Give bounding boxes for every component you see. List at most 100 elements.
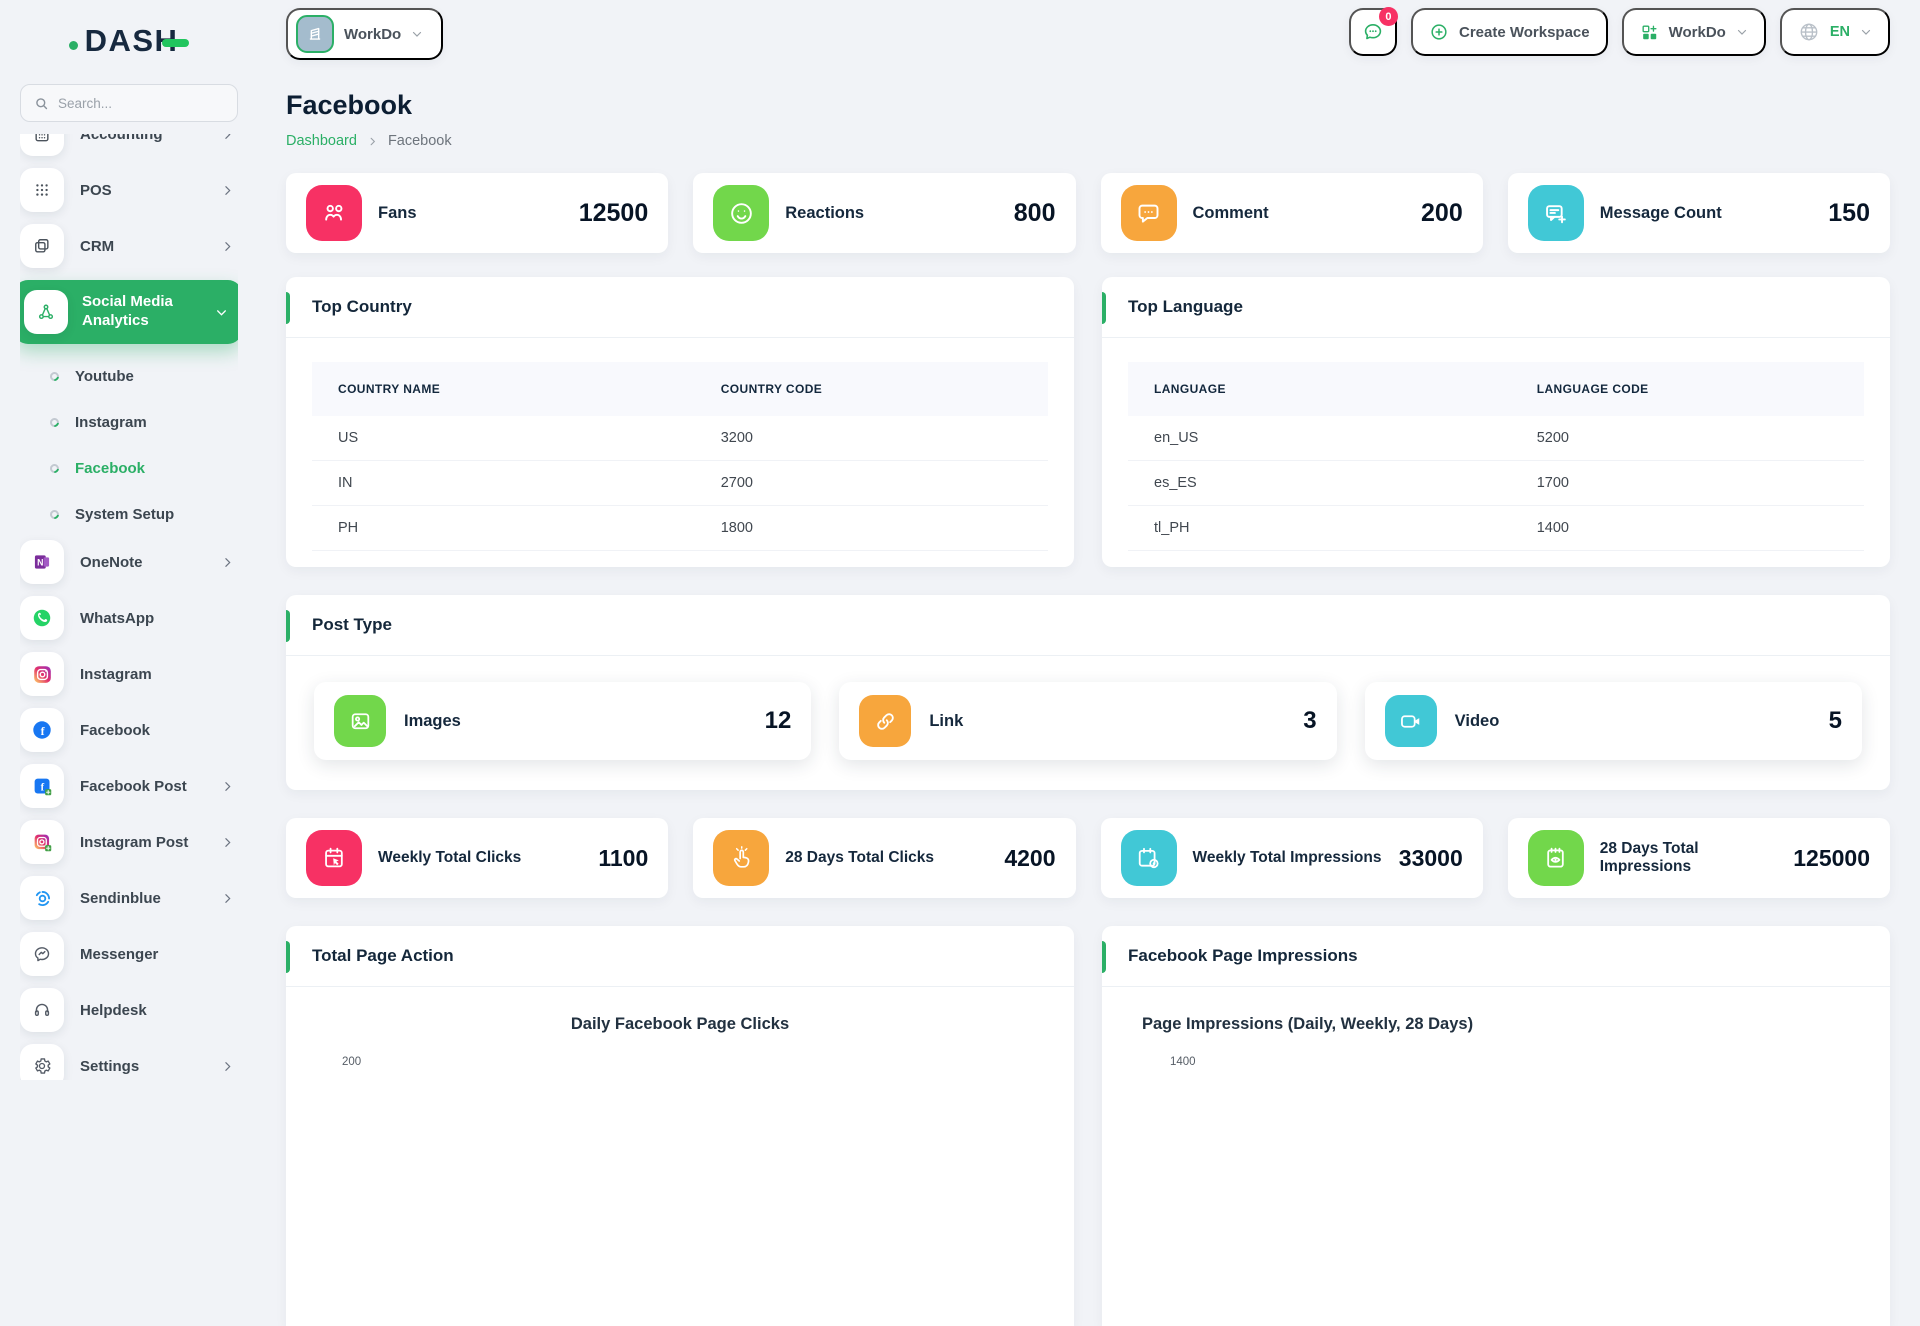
breadcrumb-dashboard-link[interactable]: Dashboard (286, 133, 357, 149)
top-country-table: COUNTRY NAME COUNTRY CODE US 3200 IN 270… (312, 362, 1048, 551)
weekly-total-clicks-card: Weekly Total Clicks 1100 (286, 818, 668, 898)
workspace-switcher[interactable]: WorkDo (286, 8, 443, 60)
logo-dash (162, 39, 189, 47)
bullet-icon (48, 416, 61, 429)
calendar-eye-icon (1528, 830, 1584, 886)
chevron-right-icon (221, 1060, 234, 1073)
sidebar-item-social-media-analytics[interactable]: Social Media Analytics (20, 280, 238, 344)
logo-dot (69, 41, 78, 50)
breadcrumb: Dashboard Facebook (286, 133, 1890, 149)
table-header-row: LANGUAGE LANGUAGE CODE (1128, 362, 1864, 416)
table-row: PH 1800 (312, 506, 1048, 551)
sidebar-item-facebook-post[interactable]: f Facebook Post (20, 764, 238, 808)
pos-grid-icon (20, 168, 64, 212)
card-accent (286, 610, 290, 642)
calendar-click-icon (306, 830, 362, 886)
sidebar-search[interactable] (20, 84, 238, 122)
accounting-icon (20, 134, 64, 156)
messages-badge: 0 (1379, 7, 1398, 26)
whatsapp-icon (20, 596, 64, 640)
create-workspace-button[interactable]: Create Workspace (1411, 8, 1608, 56)
sidebar-item-sendinblue[interactable]: Sendinblue (20, 876, 238, 920)
tables-row: Top Country COUNTRY NAME COUNTRY CODE US… (286, 277, 1890, 567)
sidebar-item-messenger[interactable]: Messenger (20, 932, 238, 976)
sidebar-item-instagram[interactable]: Instagram (20, 652, 238, 696)
link-icon (859, 695, 911, 747)
video-card: Video 5 (1365, 682, 1862, 760)
card-title: Total Page Action (286, 926, 1074, 986)
top-language-table: LANGUAGE LANGUAGE CODE en_US 5200 es_ES … (1128, 362, 1864, 551)
chevron-right-icon (221, 836, 234, 849)
sidebar-item-instagram-post[interactable]: Instagram Post (20, 820, 238, 864)
charts-row: Total Page Action Daily Facebook Page Cl… (286, 926, 1890, 1326)
chevron-down-icon (1736, 26, 1748, 38)
globe-icon (1798, 21, 1820, 43)
instagram-icon (20, 652, 64, 696)
card-title: Post Type (286, 595, 1890, 655)
chart-title: Daily Facebook Page Clicks (286, 1015, 1074, 1034)
sidebar-item-settings[interactable]: Settings (20, 1044, 238, 1080)
sidebar-item-accounting[interactable]: Accounting (20, 134, 238, 156)
sidebar-subitem-youtube[interactable]: Youtube (20, 356, 238, 396)
weekly-total-impressions-card: Weekly Total Impressions 33000 (1101, 818, 1483, 898)
sidebar-item-pos[interactable]: POS (20, 168, 238, 212)
comment-card: Comment 200 (1101, 173, 1483, 253)
sidebar-subitem-system-setup[interactable]: System Setup (20, 494, 238, 534)
sidebar-item-onenote[interactable]: N OneNote (20, 540, 238, 584)
message-plus-icon (1528, 185, 1584, 241)
days28-total-impressions-card: 28 Days Total Impressions 125000 (1508, 818, 1890, 898)
image-icon (334, 695, 386, 747)
bullet-icon (48, 462, 61, 475)
search-input[interactable] (58, 96, 225, 111)
sidebar-item-helpdesk[interactable]: Helpdesk (20, 988, 238, 1032)
divider (1102, 986, 1890, 987)
chevron-right-icon (221, 556, 234, 569)
chevron-down-icon (215, 306, 228, 319)
sidebar: DASH Accounting POS CRM (0, 0, 258, 1080)
chevron-right-icon (221, 134, 234, 141)
divider (286, 337, 1074, 338)
y-axis-tick: 1400 (1170, 1056, 1890, 1068)
table-row: en_US 5200 (1128, 416, 1864, 461)
table-row: es_ES 1700 (1128, 461, 1864, 506)
grid-plus-icon (1640, 23, 1659, 42)
table-header-row: COUNTRY NAME COUNTRY CODE (312, 362, 1048, 416)
workspace-avatar (296, 15, 334, 53)
table-row: US 3200 (312, 416, 1048, 461)
sidebar-item-whatsapp[interactable]: WhatsApp (20, 596, 238, 640)
language-code: EN (1830, 24, 1850, 40)
sidebar-subitem-facebook[interactable]: Facebook (20, 448, 238, 488)
page-title: Facebook (286, 90, 1890, 121)
topbar-actions: 0 Create Workspace WorkDo EN (1349, 8, 1890, 56)
calendar-target-icon (1121, 830, 1177, 886)
card-title: Top Country (286, 277, 1074, 337)
bullet-icon (48, 508, 61, 521)
app-logo: DASH (20, 18, 238, 64)
chevron-right-icon (221, 184, 234, 197)
divider (1102, 337, 1890, 338)
language-selector[interactable]: EN (1780, 8, 1890, 56)
chart-title: Page Impressions (Daily, Weekly, 28 Days… (1142, 1015, 1890, 1034)
plus-circle-icon (1429, 22, 1449, 42)
messages-button[interactable]: 0 (1349, 8, 1397, 56)
crm-icon (20, 224, 64, 268)
sidebar-item-crm[interactable]: CRM (20, 224, 238, 268)
message-count-card: Message Count 150 (1508, 173, 1890, 253)
chevron-down-icon (411, 28, 423, 40)
comment-icon (1121, 185, 1177, 241)
sidebar-item-facebook[interactable]: f Facebook (20, 708, 238, 752)
workdo-apps-button[interactable]: WorkDo (1622, 8, 1766, 56)
chevron-right-icon (367, 136, 378, 147)
breadcrumb-current: Facebook (388, 133, 452, 149)
table-row: IN 2700 (312, 461, 1048, 506)
instagram-post-icon (20, 820, 64, 864)
bullet-icon (48, 370, 61, 383)
card-title: Facebook Page Impressions (1102, 926, 1890, 986)
gear-icon (20, 1044, 64, 1080)
messenger-icon (20, 932, 64, 976)
users-icon (306, 185, 362, 241)
svg-text:N: N (37, 558, 43, 568)
reactions-card: Reactions 800 (693, 173, 1075, 253)
sidebar-subitem-instagram[interactable]: Instagram (20, 402, 238, 442)
images-card: Images 12 (314, 682, 811, 760)
